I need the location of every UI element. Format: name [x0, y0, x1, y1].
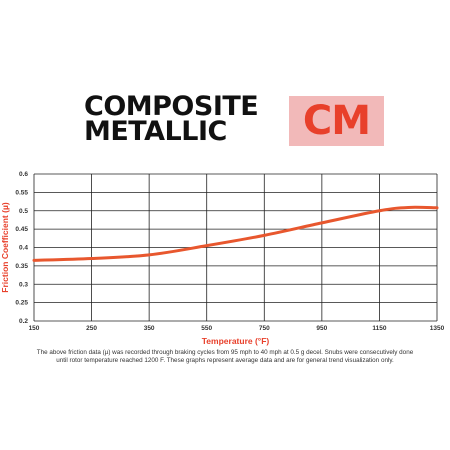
cm-badge: CM — [289, 96, 384, 146]
footnote-line-2: until rotor temperature reached 1200 F. … — [56, 357, 394, 364]
y-axis-label: Friction Coefficient (µ) — [0, 202, 10, 293]
series-line — [32, 205, 439, 262]
x-tick-label: 750 — [259, 325, 270, 332]
x-axis-label: Temperature (°F) — [202, 336, 270, 346]
x-tick-label: 950 — [316, 325, 327, 332]
y-tick-label: 0.2 — [19, 318, 28, 325]
x-tick-label: 250 — [86, 325, 97, 332]
y-tick-label: 0.55 — [15, 189, 28, 196]
title-line-2: METALLIC — [84, 116, 227, 147]
y-tick-label: 0.35 — [15, 263, 28, 270]
y-tick-label: 0.5 — [19, 208, 28, 215]
x-tick-label: 350 — [144, 325, 155, 332]
y-tick-label: 0.3 — [19, 281, 28, 288]
y-tick-label: 0.4 — [19, 245, 28, 252]
footnote: The above friction data (µ) was recorded… — [8, 349, 442, 365]
y-tick-label: 0.25 — [15, 300, 28, 307]
y-tick-label: 0.45 — [15, 226, 28, 233]
x-tick-label: 1350 — [430, 325, 445, 332]
y-tick-label: 0.6 — [19, 171, 28, 178]
product-title: COMPOSITE METALLIC — [84, 91, 284, 147]
x-tick-label: 1150 — [372, 325, 386, 332]
x-tick-label: 550 — [201, 325, 212, 332]
footnote-line-1: The above friction data (µ) was recorded… — [36, 349, 414, 356]
title-line-1: COMPOSITE — [84, 91, 259, 122]
x-tick-label: 150 — [29, 325, 40, 332]
